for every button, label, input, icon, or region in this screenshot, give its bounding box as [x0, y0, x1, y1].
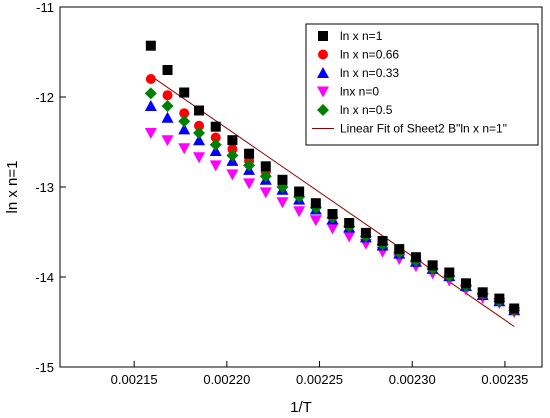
y-tick-label: -11: [36, 0, 54, 15]
x-tick-label: 0.00235: [481, 372, 528, 387]
legend-label: ln x n=0.33: [340, 66, 399, 80]
y-axis-title: ln x n=1: [4, 161, 21, 214]
data-point: [494, 293, 505, 304]
y-tick-label: -15: [35, 360, 54, 375]
data-point: [343, 231, 356, 243]
data-point: [509, 303, 520, 314]
data-point: [178, 115, 191, 128]
legend-marker: [318, 31, 328, 41]
data-point: [377, 236, 388, 246]
data-point: [161, 111, 174, 123]
data-point: [193, 127, 206, 139]
data-point: [144, 87, 157, 100]
data-point: [179, 108, 190, 119]
data-point: [145, 74, 156, 84]
data-point: [460, 278, 471, 289]
data-point: [243, 178, 256, 190]
legend-marker: [317, 104, 329, 116]
data-point: [178, 143, 191, 155]
data-point: [327, 209, 338, 219]
data-point: [226, 149, 239, 162]
linear-fit-line: [152, 76, 515, 327]
legend-label: ln x n=0.66: [340, 48, 399, 62]
legend-label: lnx n=0: [340, 85, 379, 99]
data-point: [444, 267, 455, 278]
data-point: [193, 134, 206, 146]
data-point: [227, 135, 238, 146]
data-point: [209, 138, 222, 151]
legend-label: Linear Fit of Sheet2 B"ln x n=1": [340, 122, 507, 136]
data-point: [144, 128, 157, 139]
x-tick-label: 0.00225: [296, 372, 343, 387]
data-point: [326, 223, 339, 235]
data-point: [360, 227, 371, 238]
data-point: [276, 197, 289, 209]
data-point: [310, 198, 321, 209]
data-point: [309, 215, 322, 227]
data-point: [162, 90, 173, 101]
data-point: [193, 152, 206, 164]
legend-label: ln x n=0.5: [340, 103, 393, 117]
data-point: [209, 160, 222, 172]
legend-box: [305, 23, 539, 146]
data-point: [161, 135, 174, 147]
data-point: [144, 100, 157, 111]
data-point: [226, 169, 239, 181]
data-point: [344, 218, 355, 228]
data-point: [244, 148, 255, 159]
data-point: [277, 174, 288, 185]
y-tick-label: -14: [35, 270, 54, 285]
data-point: [294, 186, 305, 197]
data-point: [227, 144, 238, 155]
legend: ln x n=1 ln x n=0.66 ln x n=0.33 lnx n=0 ln …: [305, 23, 539, 146]
data-point: [161, 100, 174, 112]
data-point: [243, 159, 256, 172]
legend-marker: [317, 86, 329, 98]
data-point: [259, 187, 272, 199]
legend-label: ln x n=1: [340, 29, 383, 43]
x-tick-label: 0.00230: [389, 372, 436, 387]
x-axis-title: 1/T: [290, 399, 312, 416]
data-point: [178, 123, 191, 135]
data-point: [260, 161, 271, 172]
data-point: [145, 40, 156, 51]
data-point: [194, 105, 205, 116]
y-tick-label: -12: [35, 90, 54, 105]
data-point: [427, 260, 438, 271]
data-point: [394, 244, 405, 255]
data-point: [210, 132, 221, 143]
data-point: [477, 287, 488, 298]
legend-marker: [317, 67, 329, 78]
data-point: [194, 120, 205, 131]
data-point: [162, 65, 173, 75]
data-point: [293, 206, 306, 218]
x-tick-label: 0.00220: [203, 372, 250, 387]
data-point: [210, 121, 221, 132]
legend-marker: [318, 49, 328, 60]
y-tick-label: -13: [35, 180, 54, 195]
data-point: [259, 170, 272, 183]
x-tick-label: 0.00215: [111, 372, 158, 387]
data-point: [179, 87, 190, 98]
data-point: [410, 252, 421, 263]
